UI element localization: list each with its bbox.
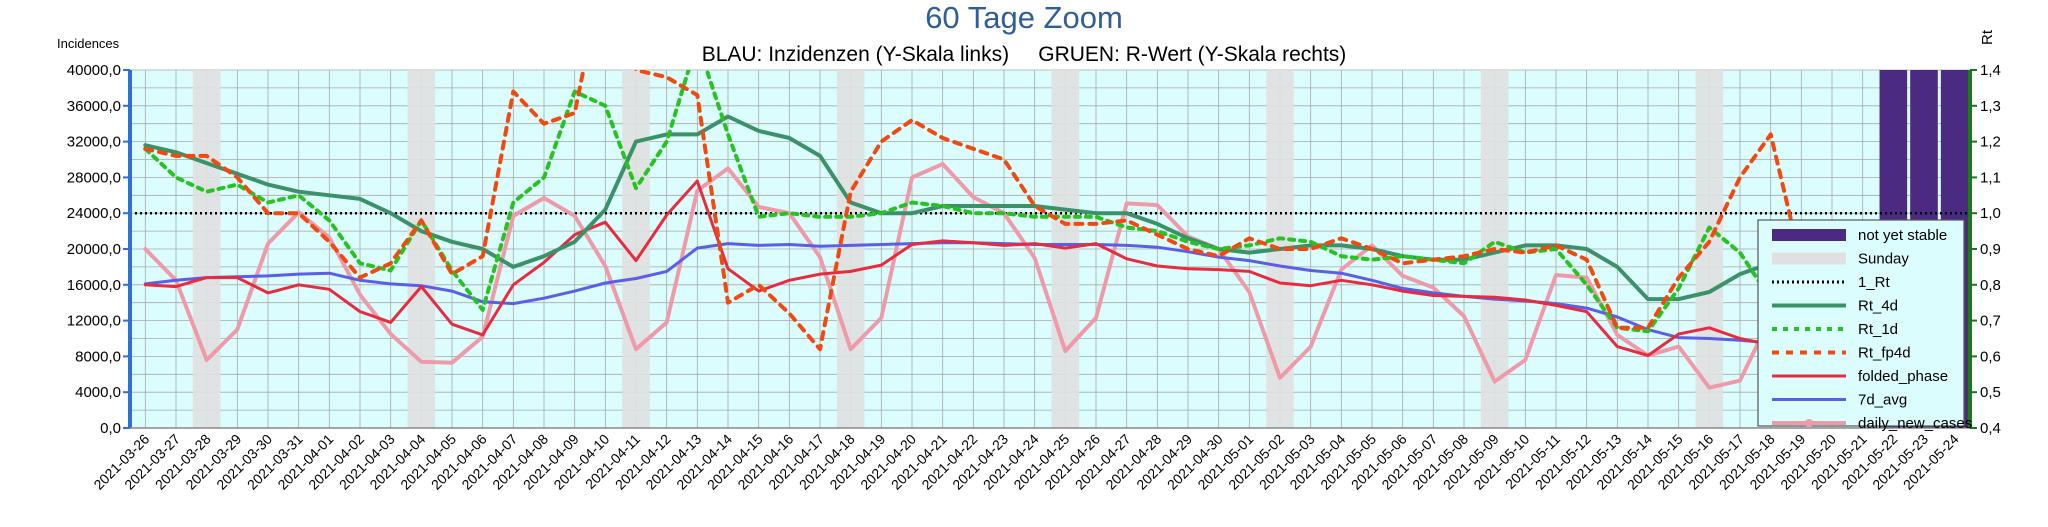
y-tick-label-right: 1,2 <box>1980 134 2001 151</box>
series-Rt-4d <box>143 114 1957 302</box>
sunday-band <box>407 70 436 428</box>
y-axis-left-ticks: 0,0 4000,0 8000,0 12000,0 16000,0 20000,0 2400… <box>67 62 130 437</box>
legend-label-folded-phase: folded_phase <box>1858 368 1948 385</box>
y-tick-label-left: 36000,0 <box>67 98 121 115</box>
y-tick-label-left: 24000,0 <box>67 205 121 222</box>
y-tick-label-left: 16000,0 <box>67 277 121 294</box>
chart-subtitle: BLAU: Inzidenzen (Y-Skala links) GRUEN: … <box>702 43 1347 66</box>
y-tick-label-left: 8000,0 <box>75 348 121 365</box>
y-tick-label-left: 40000,0 <box>67 62 121 79</box>
series-daily-new-cases <box>143 162 1957 418</box>
y-tick-label-right: 0,6 <box>1980 348 2001 365</box>
x-axis-ticks: 2021-03-262021-03-272021-03-282021-03-29… <box>90 431 1962 493</box>
y-axis-left-label: Incidences <box>57 36 120 51</box>
legend-label-Sunday: Sunday <box>1858 251 1909 268</box>
legend-label-Rt-4d: Rt_4d <box>1858 298 1898 315</box>
y-tick-label-left: 28000,0 <box>67 169 121 186</box>
sunday-band <box>836 70 865 428</box>
legend-swatch-not-yet-stable <box>1772 229 1846 241</box>
y-tick-label-left: 32000,0 <box>67 134 121 151</box>
sunday-band <box>192 70 221 428</box>
legend-label-daily-new-cases: daily_new_cases <box>1858 415 1972 432</box>
legend-marker-daily-new-cases <box>1805 419 1813 427</box>
chart-title: 60 Tage Zoom <box>925 0 1123 35</box>
y-axis-right-ticks: 0,4 0,5 0,6 0,7 0,8 0,9 1,0 1,1 1,2 1,3 1,4 <box>1970 62 2001 437</box>
series-Rt-fp4d <box>143 70 1957 409</box>
y-tick-label-right: 1,1 <box>1980 169 2001 186</box>
y-tick-label-right: 0,9 <box>1980 241 2001 258</box>
y-tick-label-right: 0,7 <box>1980 313 2001 330</box>
y-tick-label-left: 0,0 <box>100 420 121 437</box>
legend-label-Rt-1d: Rt_1d <box>1858 321 1898 338</box>
legend-label-not-yet-stable: not yet stable <box>1858 227 1947 244</box>
legend-label-1-Rt: 1_Rt <box>1858 274 1891 291</box>
series-lines <box>130 70 1970 418</box>
y-tick-label-right: 0,8 <box>1980 277 2001 294</box>
y-tick-label-right: 0,4 <box>1980 420 2001 437</box>
series-Rt-1d <box>143 70 1957 334</box>
y-tick-label-left: 12000,0 <box>67 313 121 330</box>
legend-label-7d-avg: 7d_avg <box>1858 392 1907 409</box>
y-tick-label-right: 0,5 <box>1980 384 2001 401</box>
legend-swatch-Sunday <box>1772 252 1846 265</box>
y-tick-label-right: 1,4 <box>1980 62 2001 79</box>
y-axis-right-label: Rt <box>1979 29 1996 45</box>
y-tick-label-right: 1,3 <box>1980 98 2001 115</box>
y-tick-label-left: 20000,0 <box>67 241 121 258</box>
series-folded-phase <box>143 179 1957 401</box>
legend-label-Rt-fp4d: Rt_fp4d <box>1858 345 1911 362</box>
y-tick-label-right: 1,0 <box>1980 205 2001 222</box>
y-tick-label-left: 4000,0 <box>75 384 121 401</box>
legend: not yet stable Sunday 1_Rt Rt_4d Rt_1d Rt_fp4… <box>1757 219 1972 432</box>
